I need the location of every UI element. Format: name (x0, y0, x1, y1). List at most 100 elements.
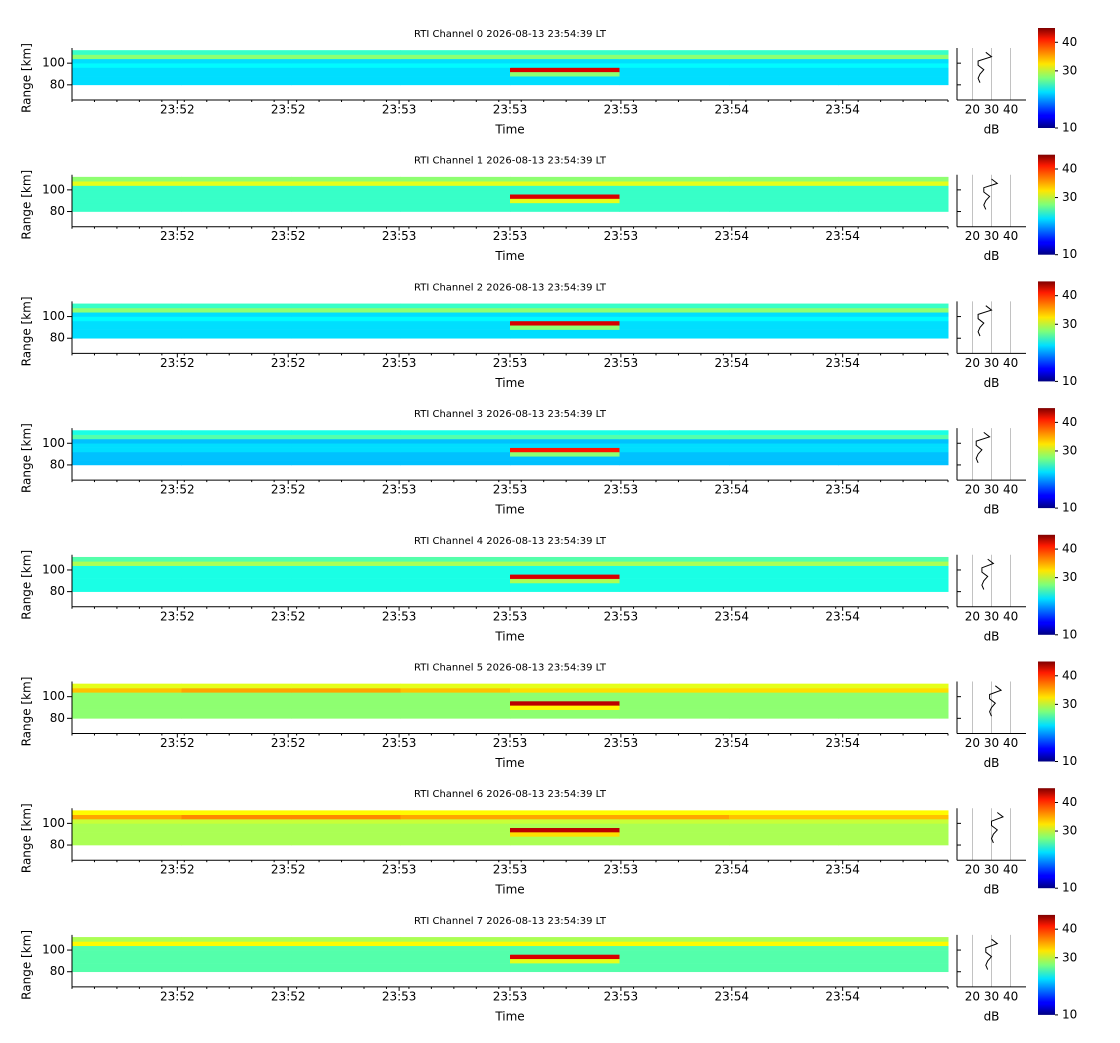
heatmap-cell (838, 54, 949, 60)
profile-tick-label: 30 (984, 356, 999, 370)
heatmap-cell (72, 430, 182, 435)
profile-tick-label: 20 (965, 863, 980, 877)
heatmap-cell (181, 307, 292, 313)
heatmap-cell (838, 447, 949, 453)
heatmap-cell (838, 63, 949, 68)
heatmap-cell (510, 438, 620, 444)
y-tick-label: 80 (50, 204, 65, 218)
heatmap-cell (619, 696, 730, 702)
heatmap-cell (729, 456, 839, 461)
panel-title: RTI Channel 1 2026-08-13 23:54:39 LT (414, 156, 607, 167)
heatmap-cell (400, 692, 511, 697)
x-tick-label: 23:52 (271, 736, 306, 750)
heatmap-cell (291, 832, 401, 837)
heatmap-cell (181, 198, 292, 204)
heatmap-cell (510, 582, 620, 588)
panel-title: RTI Channel 0 2026-08-13 23:54:39 LT (414, 29, 607, 40)
heatmap-cell (729, 692, 839, 697)
colorbar-tick-label: 40 (1062, 288, 1077, 302)
colorbar-tick-label: 40 (1062, 161, 1077, 175)
heatmap-cell (510, 814, 620, 820)
heatmap-cell (72, 303, 182, 309)
heatmap-cell (729, 569, 839, 575)
heatmap-cell (72, 696, 182, 702)
heatmap-cell (72, 941, 182, 947)
profile-line (983, 178, 999, 210)
profile-tick-label: 30 (984, 863, 999, 877)
heatmap-cell (400, 456, 511, 461)
heatmap-cell (619, 823, 730, 828)
heatmap-cell (72, 683, 182, 689)
heatmap-cell (72, 832, 182, 837)
heatmap-cell (510, 692, 620, 697)
heatmap-cell (619, 958, 730, 964)
heatmap-cell (729, 451, 839, 457)
heatmap-cell (181, 556, 292, 562)
heatmap-cell (619, 329, 730, 335)
heatmap-cell (400, 460, 511, 466)
heatmap-cell (181, 823, 292, 828)
x-axis-title: Time (494, 376, 524, 390)
heatmap-cell (72, 823, 182, 828)
heatmap-cell (729, 438, 839, 444)
heatmap-cell (72, 189, 182, 195)
heatmap-cell (838, 578, 949, 584)
heatmap-cell (729, 303, 839, 309)
heatmap-cell (400, 714, 511, 719)
heatmap-cell (619, 198, 730, 204)
heatmap-cell (729, 954, 839, 960)
heatmap-cell (291, 451, 401, 457)
heatmap-cell (838, 443, 949, 448)
heatmap-cell (729, 50, 839, 55)
heatmap-cell (619, 714, 730, 719)
x-tick-label: 23:54 (714, 989, 749, 1003)
profile-tick-label: 20 (965, 989, 980, 1003)
heatmap-cell (729, 63, 839, 68)
heatmap-cell (838, 832, 949, 837)
heatmap-cell (510, 451, 620, 457)
heatmap-cell (72, 819, 182, 824)
heatmap-cell (291, 954, 401, 960)
heatmap-cell (510, 840, 620, 846)
x-tick-label: 23:53 (604, 483, 639, 497)
heatmap-cell (181, 954, 292, 960)
heatmap-cell (181, 329, 292, 335)
panel-title: RTI Channel 6 2026-08-13 23:54:39 LT (414, 789, 607, 800)
heatmap-cell (181, 840, 292, 846)
heatmap-cell (510, 58, 620, 64)
heatmap-cell (72, 434, 182, 440)
heatmap-cell (181, 207, 292, 212)
heatmap-cell (619, 58, 730, 64)
profile-tick-label: 30 (984, 609, 999, 623)
heatmap-cell (510, 958, 620, 964)
heatmap-cell (181, 63, 292, 68)
x-tick-label: 23:53 (382, 989, 417, 1003)
colorbar-tick-label: 30 (1062, 824, 1077, 838)
colorbar-tick-label: 40 (1062, 668, 1077, 682)
heatmap-cell (291, 76, 401, 81)
heatmap-cell (291, 958, 401, 964)
x-tick-label: 23:54 (714, 483, 749, 497)
heatmap-cell (838, 587, 949, 592)
heatmap-cell (838, 814, 949, 820)
x-tick-label: 23:52 (160, 736, 195, 750)
x-axis-title: Time (494, 883, 524, 897)
heatmap-cell (619, 303, 730, 309)
heatmap-cell (72, 587, 182, 592)
x-tick-label: 23:52 (271, 989, 306, 1003)
heatmap-cell (400, 688, 511, 693)
heatmap-cell (72, 438, 182, 444)
heatmap-cell (291, 565, 401, 571)
colorbar (1038, 408, 1055, 509)
profile-x-title: dB (984, 629, 1000, 643)
heatmap-cell (181, 58, 292, 64)
colorbar (1038, 788, 1055, 889)
heatmap-cell (400, 325, 511, 330)
heatmap-cell (838, 701, 949, 706)
heatmap-cell (400, 836, 511, 841)
heatmap-cell (291, 58, 401, 64)
heatmap-cell (72, 198, 182, 204)
heatmap-cell (838, 819, 949, 824)
